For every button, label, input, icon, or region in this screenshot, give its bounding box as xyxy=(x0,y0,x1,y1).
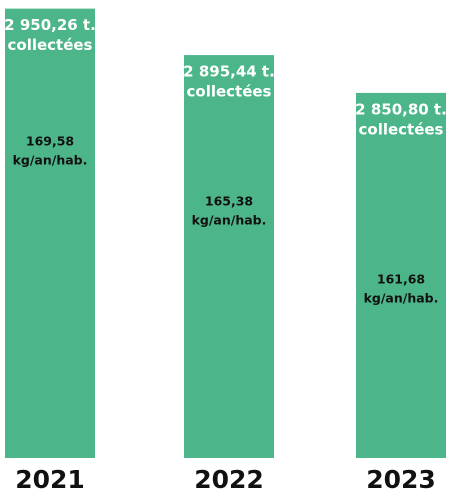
per-capita-unit: kg/an/hab. xyxy=(364,291,439,306)
value-label: 2 850,80 t. xyxy=(355,100,447,118)
value-label: 2 950,26 t. xyxy=(4,16,96,34)
per-capita-label: 165,38 xyxy=(205,194,253,209)
x-tick-label: 2021 xyxy=(15,465,85,494)
per-capita-label: 161,68 xyxy=(377,272,425,287)
per-capita-label: 169,58 xyxy=(26,134,74,149)
value-unit-label: collectées xyxy=(359,120,444,138)
value-label: 2 895,44 t. xyxy=(183,63,275,81)
bar xyxy=(184,55,274,458)
x-tick-label: 2022 xyxy=(194,465,264,494)
value-unit-label: collectées xyxy=(187,83,272,101)
bar xyxy=(356,92,446,458)
value-unit-label: collectées xyxy=(8,36,93,54)
bar xyxy=(5,8,95,459)
x-tick-label: 2023 xyxy=(366,465,436,494)
per-capita-unit: kg/an/hab. xyxy=(192,213,267,228)
per-capita-unit: kg/an/hab. xyxy=(13,153,88,168)
